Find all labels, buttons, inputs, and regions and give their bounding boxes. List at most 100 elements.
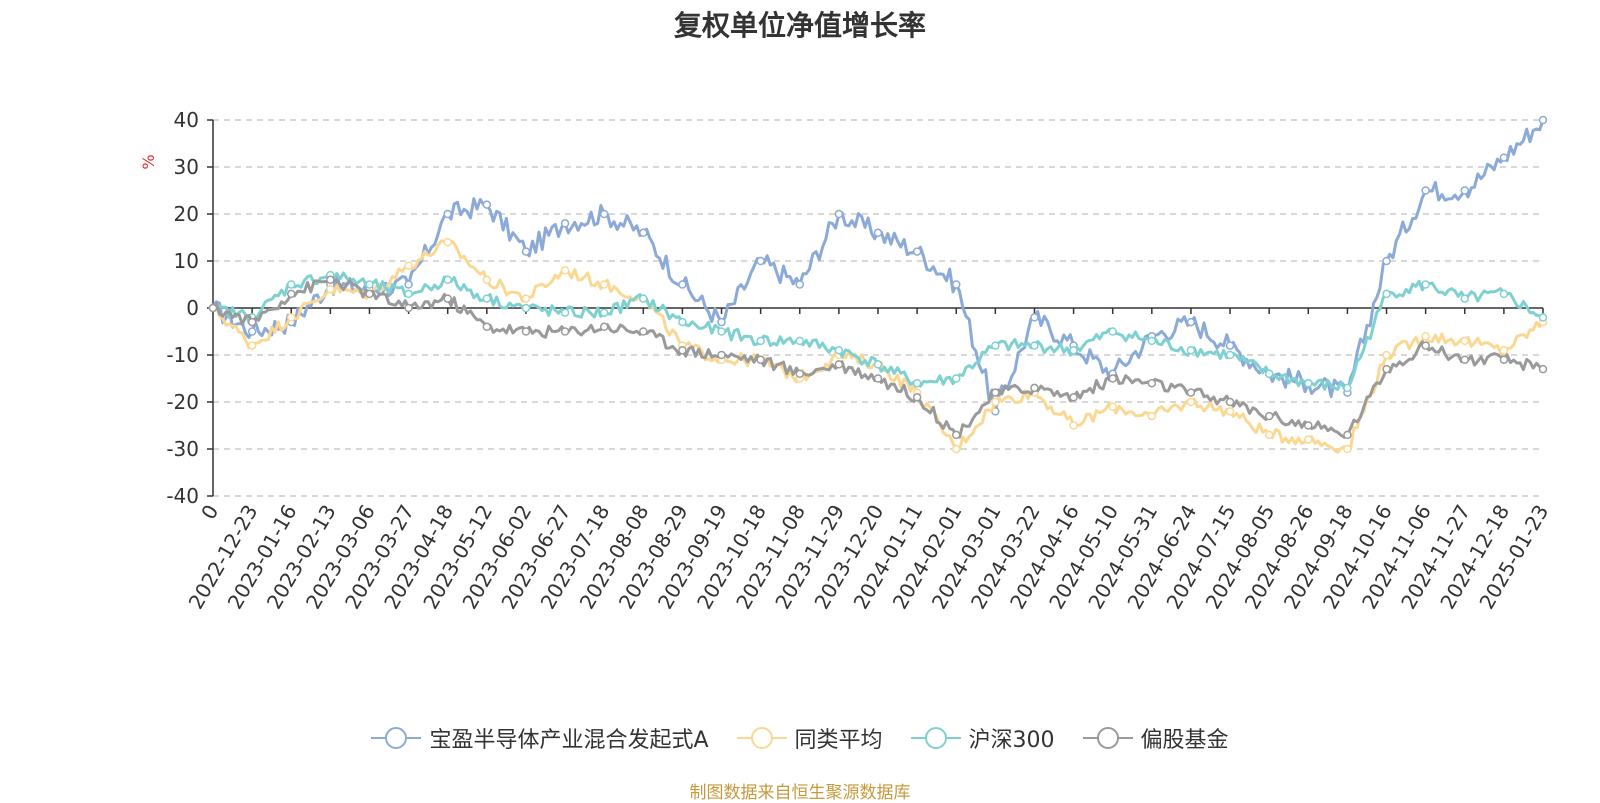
legend-item[interactable]: 同类平均: [736, 722, 883, 754]
y-tick-label: -20: [166, 390, 199, 414]
series-point: [443, 275, 452, 285]
series-point: [1304, 378, 1313, 388]
legend-swatch-icon: [910, 725, 961, 751]
series-point: [599, 280, 609, 289]
series-point: [521, 294, 531, 303]
series-point: [1382, 364, 1391, 374]
series-point: [873, 360, 883, 369]
series-point: [1421, 341, 1430, 350]
series-point: [1225, 350, 1235, 360]
series-point: [1108, 374, 1117, 383]
series-point: [756, 336, 765, 346]
series-point: [1460, 336, 1470, 346]
series-point: [639, 294, 648, 303]
series-point: [404, 280, 413, 289]
legend-label: 沪深300: [968, 728, 1055, 753]
series-point: [1499, 355, 1509, 364]
series-point: [482, 275, 492, 285]
y-tick-label: -40: [166, 484, 199, 508]
series-point: [521, 327, 531, 336]
series-point: [1264, 369, 1274, 379]
series-point: [208, 303, 218, 313]
series-point: [1538, 313, 1548, 322]
series-point: [1421, 186, 1430, 195]
series-point: [795, 369, 805, 379]
series-point: [951, 280, 961, 289]
series-point: [1147, 336, 1157, 346]
series-point: [326, 284, 335, 294]
series-point: [1186, 346, 1196, 355]
series-point: [1030, 313, 1039, 322]
series-point: [951, 444, 961, 454]
series-point: [639, 228, 648, 238]
series-point: [404, 261, 413, 270]
series-point: [717, 317, 726, 327]
series-line: [211, 278, 1544, 439]
series-point: [1460, 355, 1470, 364]
series-point: [482, 322, 492, 332]
series-lines: [208, 115, 1548, 454]
series-point: [834, 209, 844, 219]
series-point: [1382, 256, 1391, 266]
series-point: [247, 341, 257, 350]
series-point: [1304, 421, 1313, 430]
series-point: [482, 200, 492, 209]
legend-item[interactable]: 偏股基金: [1082, 722, 1229, 754]
series-point: [991, 397, 1000, 407]
series-point: [560, 327, 570, 336]
series-point: [599, 322, 609, 332]
series-point: [1421, 280, 1430, 289]
series-point: [912, 393, 922, 402]
series-point: [1264, 411, 1274, 421]
series-point: [599, 308, 609, 317]
series-point: [1460, 294, 1470, 303]
series-point: [286, 313, 296, 322]
series-point: [991, 388, 1000, 397]
series-point: [678, 346, 687, 355]
series-point: [1304, 435, 1313, 444]
series-point: [756, 256, 765, 266]
series-point: [1147, 411, 1157, 421]
series-point: [834, 346, 844, 355]
series-point: [1069, 393, 1078, 402]
legend-swatch-icon: [736, 725, 787, 751]
series-point: [1382, 350, 1391, 360]
y-tick-label: 30: [174, 155, 199, 179]
series-point: [1499, 289, 1509, 299]
series-point: [599, 209, 609, 219]
x-tick-label: 0: [196, 501, 223, 524]
series-point: [717, 350, 726, 360]
series-point: [795, 336, 805, 346]
y-axis-unit: %: [139, 154, 158, 169]
series-point: [482, 294, 492, 303]
series-point: [247, 317, 257, 327]
series-point: [991, 341, 1000, 350]
series-point: [1343, 444, 1352, 454]
series-point: [443, 237, 452, 247]
legend-item[interactable]: 宝盈半导体产业混合发起式A: [371, 722, 709, 754]
series-point: [1186, 397, 1196, 407]
series-point: [404, 303, 413, 313]
legend-swatch-icon: [371, 725, 422, 751]
series-point: [1343, 430, 1352, 440]
series-point: [1225, 407, 1235, 416]
tick-labels: 403020100-10-20-30-40%02022-12-232023-01…: [139, 108, 1553, 613]
series-point: [443, 209, 452, 219]
series-point: [1108, 327, 1117, 336]
series-point: [1538, 364, 1548, 374]
series-point: [639, 327, 648, 336]
series-point: [951, 374, 961, 383]
legend-label: 宝盈半导体产业混合发起式A: [429, 728, 709, 753]
series-point: [1382, 289, 1391, 299]
series-point: [1186, 317, 1196, 327]
series-point: [1069, 346, 1078, 355]
series-point: [1186, 388, 1196, 397]
legend-swatch-icon: [1082, 725, 1133, 751]
legend-item[interactable]: 沪深300: [910, 722, 1055, 754]
series-point: [247, 327, 257, 336]
series-point: [365, 280, 374, 289]
series-point: [286, 280, 296, 289]
y-tick-label: 10: [174, 249, 199, 273]
series-point: [1225, 341, 1235, 350]
series-point: [795, 280, 805, 289]
